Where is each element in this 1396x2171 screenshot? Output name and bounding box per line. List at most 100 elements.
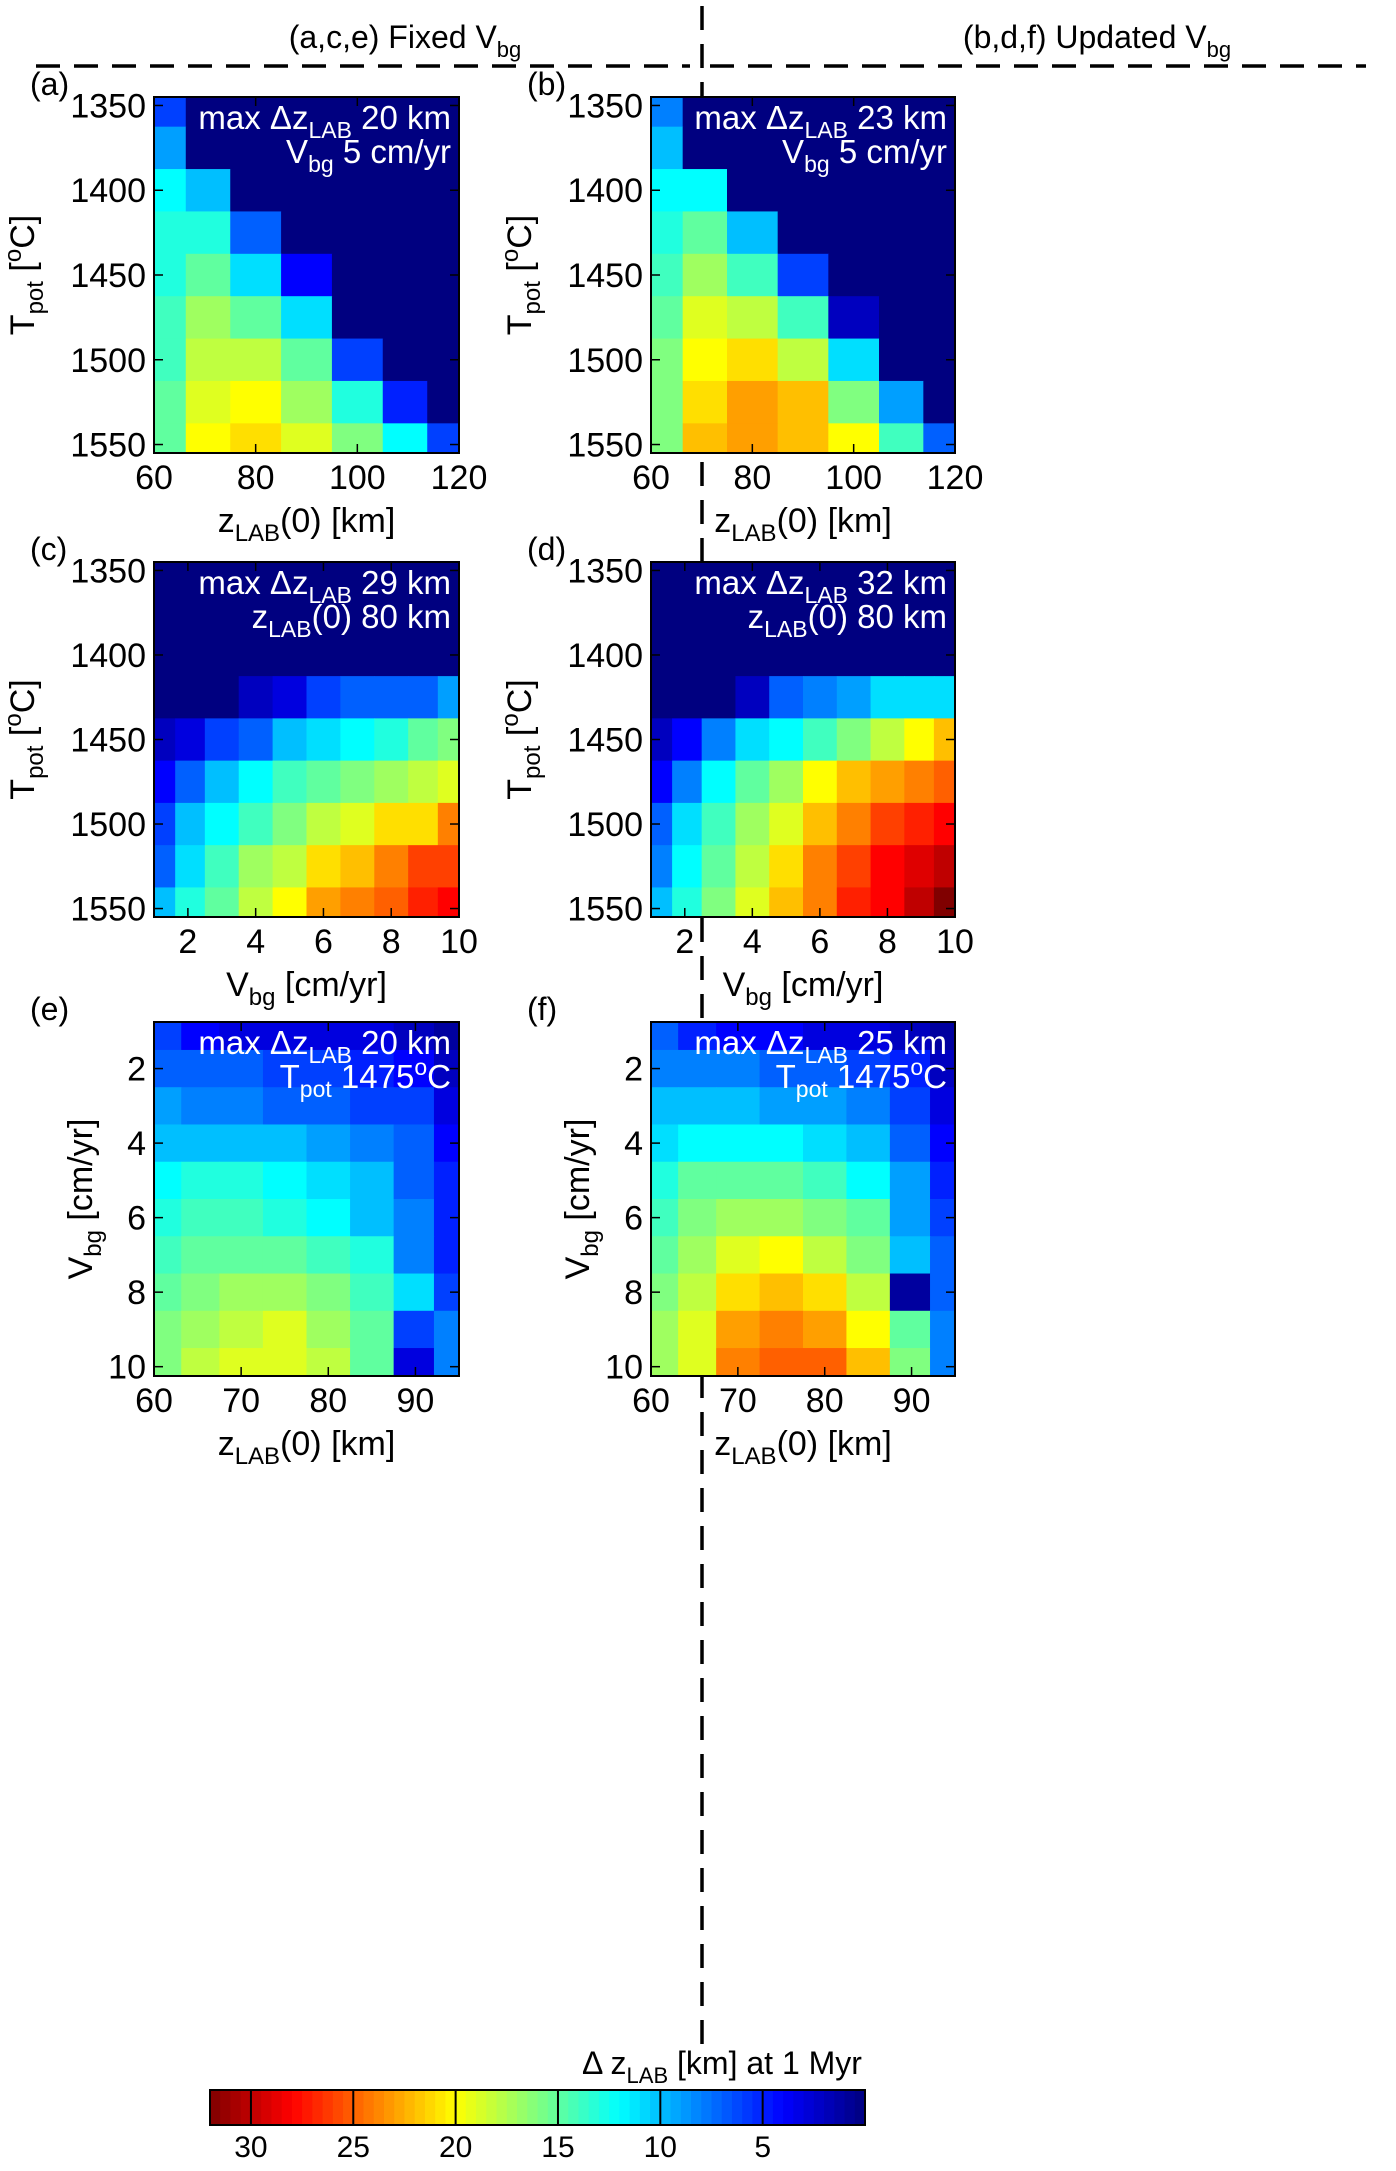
heatmap-cell (651, 845, 673, 888)
heatmap-cell (777, 338, 829, 382)
heatmap-cell (281, 296, 333, 340)
x-tick-label: 4 (246, 923, 265, 961)
heatmap-cell (701, 562, 736, 593)
colorbar-segment (312, 2090, 324, 2125)
heatmap-cell (803, 676, 838, 719)
heatmap-cell (185, 423, 231, 454)
heatmap-cell (154, 97, 187, 128)
heatmap-cell (427, 97, 460, 128)
heatmap-cell (846, 1310, 891, 1349)
colorbar-segment (404, 2090, 416, 2125)
heatmap-cell (904, 802, 935, 846)
panel-f: 60 70 80 90 2 4 6 8 10 (f) zLAB(0) [km] Vbg [cm/yr]… (527, 991, 956, 1470)
heatmap-cell (281, 211, 333, 255)
heatmap-cell (678, 1161, 717, 1200)
x-tick-label: 120 (431, 459, 488, 497)
heatmap-cell (933, 633, 956, 677)
colorbar-tick-label: 15 (541, 2131, 574, 2164)
y-tick-label: 1450 (567, 722, 643, 760)
x-tick-label: 80 (237, 459, 275, 497)
heatmap-cell (408, 760, 439, 804)
heatmap-cell (219, 1124, 264, 1163)
heatmap-cell (272, 845, 307, 888)
colorbar-segment (465, 2090, 477, 2125)
heatmap-cell (803, 591, 838, 635)
heatmap-cell (923, 380, 956, 424)
heatmap-cell (651, 1161, 679, 1200)
heatmap-cell (828, 338, 880, 382)
heatmap-cell (185, 338, 231, 382)
heatmap-cell (930, 1161, 956, 1200)
heatmap-cell (803, 1049, 847, 1088)
heatmap-cell (331, 338, 384, 382)
heatmap-cell (331, 380, 384, 424)
heatmap-cell (185, 97, 231, 128)
heatmap-cell (904, 676, 935, 719)
heatmap-cell (933, 676, 956, 719)
heatmap-cell (238, 591, 274, 635)
heatmap-cell (382, 97, 428, 128)
heatmap-cell (759, 1124, 804, 1163)
heatmap-cell (933, 760, 956, 804)
colorbar-segment (261, 2090, 272, 2125)
heatmap-cell (870, 591, 905, 635)
heatmap-cell (651, 126, 684, 170)
heatmap-cell (672, 718, 703, 762)
heatmap-cell (306, 802, 341, 846)
heatmap-cell (735, 591, 770, 635)
heatmap-cell (828, 211, 880, 255)
colorbar-tick-label: 20 (439, 2131, 472, 2164)
y-axis-label: Tpot [oC] (497, 215, 546, 335)
heatmap-cell (272, 633, 307, 677)
heatmap-cell (803, 1273, 847, 1312)
heatmap-cell (682, 338, 728, 382)
heatmap-cell (904, 633, 935, 677)
heatmap-cell (672, 676, 703, 719)
heatmap-cell (759, 1273, 804, 1312)
y-tick-label: 2 (127, 1051, 146, 1089)
panel-e: 60 70 80 90 2 4 6 8 10 (e) zLAB(0) [km] Vbg [cm/yr]… (30, 991, 460, 1470)
heatmap-cell (350, 1273, 395, 1312)
colorbar-segment (271, 2090, 283, 2125)
heatmap-cell (904, 591, 935, 635)
y-tick-label: 1450 (567, 257, 643, 295)
heatmap-cell (340, 802, 375, 846)
colorbar-tick-label: 30 (234, 2131, 267, 2164)
heatmap-cell (828, 126, 880, 170)
heatmap-cell (306, 1236, 351, 1275)
heatmap-cell (769, 562, 804, 593)
y-tick-label: 1550 (567, 427, 643, 465)
heatmap-cell (933, 845, 956, 888)
heatmap-cell (393, 1022, 435, 1051)
heatmap-cell (204, 633, 240, 677)
heatmap-cell (651, 718, 673, 762)
heatmap-cell (340, 591, 375, 635)
heatmap-cell (175, 591, 206, 635)
heatmap-cell (923, 296, 956, 340)
heatmap-cell (672, 633, 703, 677)
heatmap-cell (238, 718, 274, 762)
heatmap-cell (230, 296, 282, 340)
colorbar-segment (660, 2090, 672, 2125)
heatmap-cell (382, 169, 428, 212)
heatmap-cell (889, 1087, 931, 1125)
heatmap-cell (350, 1236, 395, 1275)
panel-label: (a) (30, 66, 69, 102)
heatmap-cell (716, 1310, 761, 1349)
heatmap-cell (828, 296, 880, 340)
colorbar-segment (609, 2090, 620, 2125)
heatmap-cell (716, 1049, 761, 1088)
heatmap-cell (759, 1310, 804, 1349)
heatmap-cell (672, 887, 703, 918)
x-tick-label: 6 (810, 923, 829, 961)
colorbar-segment (578, 2090, 590, 2125)
heatmap-cell (427, 380, 460, 424)
y-tick-label: 1400 (567, 637, 643, 675)
heatmap-cell (437, 676, 460, 719)
heatmap-cell (651, 887, 673, 918)
heatmap-cell (701, 591, 736, 635)
heatmap-cell (175, 562, 206, 593)
heatmap-cell (759, 1022, 804, 1051)
heatmap-cell (716, 1124, 761, 1163)
heatmap-cell (672, 591, 703, 635)
